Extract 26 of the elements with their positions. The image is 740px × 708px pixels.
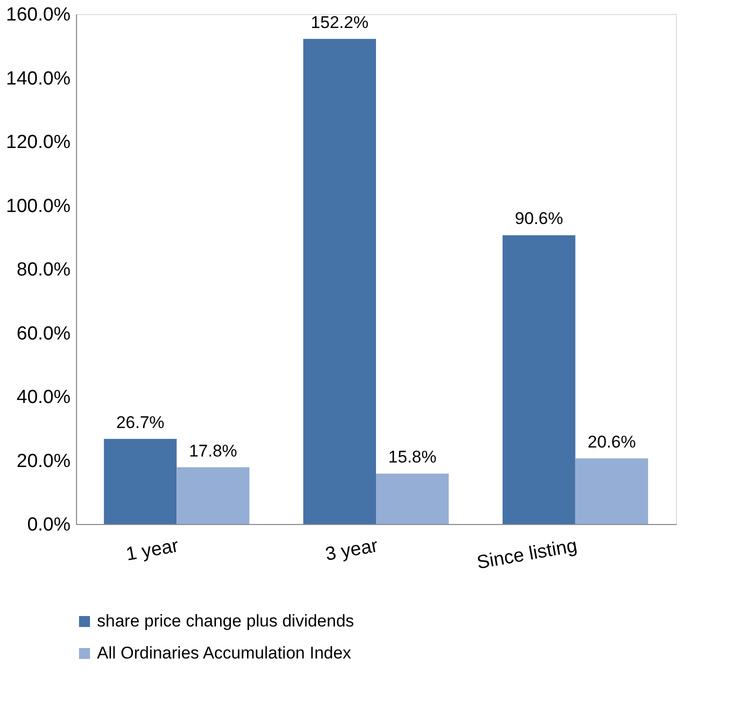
data-label: 20.6% [588,432,636,452]
y-tick-label: 80.0% [16,260,71,280]
x-tick-label: Since listing [475,536,579,574]
y-tick-label: 40.0% [16,387,71,408]
y-tick-label: 160.0% [6,4,71,26]
bar [575,458,648,524]
y-tick-label: 0.0% [27,514,71,536]
legend-label: share price change plus dividends [97,612,354,630]
y-tick-label: 100.0% [6,196,71,217]
data-label: 26.7% [116,412,164,432]
bar [376,474,449,524]
x-tick-label: 1 year [124,535,181,566]
data-label: 152.2% [310,12,368,32]
x-tick-label: 3 year [324,535,380,566]
bar [104,438,177,524]
data-label: 90.6% [514,209,564,228]
data-label: 17.8% [188,441,238,460]
y-tick-label: 20.0% [16,450,71,472]
bar [176,467,250,524]
y-tick-label: 140.0% [6,68,71,90]
y-tick-label: 120.0% [6,132,71,153]
y-tick-label: 60.0% [16,323,71,344]
bar [303,38,376,524]
bar [502,235,576,524]
data-label: 15.8% [388,448,436,467]
legend-label: All Ordinaries Accumulation Index [97,644,352,662]
